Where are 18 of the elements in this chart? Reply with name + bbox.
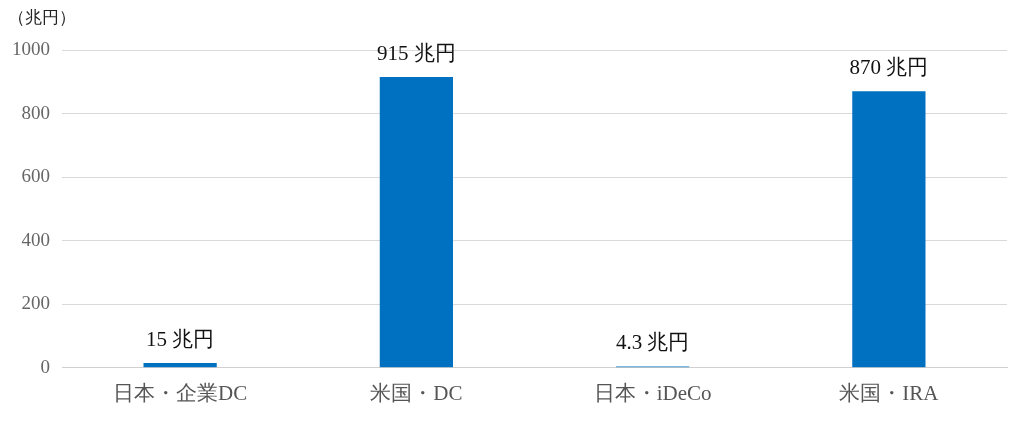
- x-tick-label: 米国・IRA: [839, 380, 940, 405]
- y-tick-label: 1000: [12, 37, 50, 59]
- y-tick-label: 800: [21, 101, 50, 123]
- data-label: 4.3 兆円: [615, 330, 690, 355]
- x-tick-label: 日本・企業DC: [113, 380, 248, 405]
- bar: [143, 363, 217, 368]
- y-tick-label: 0: [40, 355, 50, 377]
- data-label: 15 兆円: [146, 327, 215, 352]
- y-tick-label: 600: [21, 165, 50, 187]
- x-tick-label: 米国・DC: [370, 380, 463, 405]
- bar: [852, 91, 926, 368]
- y-axis-title: （兆円）: [8, 7, 76, 29]
- data-label: 915 兆円: [377, 41, 456, 66]
- bar: [379, 77, 453, 368]
- data-label: 870 兆円: [849, 55, 929, 80]
- y-tick-label: 400: [21, 228, 50, 250]
- x-tick-label: 日本・iDeCo: [593, 380, 712, 405]
- y-tick-label: 200: [21, 292, 50, 314]
